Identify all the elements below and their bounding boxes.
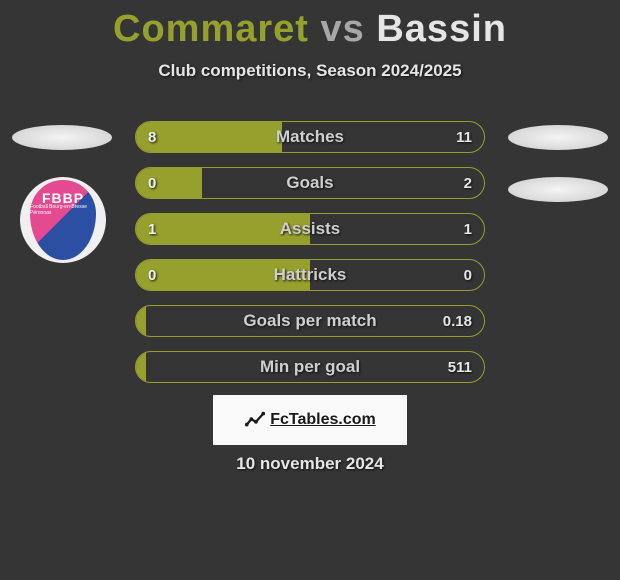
bar-row: Goals0 2 (135, 167, 485, 199)
player1-club-badge: FBBP Football Bourg-en-Bresse Péronnas (20, 177, 106, 263)
watermark-text: FcTables.com (270, 411, 376, 429)
player2-club-placeholder (508, 177, 608, 202)
comparison-bars: Matches811Goals02Assists11Hattricks00Goa… (135, 121, 485, 397)
bar-label: Goals per match (136, 306, 484, 336)
title-player1: Commaret (113, 8, 309, 50)
bar-value-left: 8 (148, 122, 156, 152)
title-vs: vs (321, 8, 365, 50)
bar-value-right: 1 (464, 214, 472, 244)
bar-row: Min per goal511 (135, 351, 485, 383)
watermark-link[interactable]: FcTables.com (213, 395, 407, 445)
bar-value-right: 2 (464, 168, 472, 198)
bar-row: Assists1 1 (135, 213, 485, 245)
bar-value-right: 511 (448, 352, 472, 382)
chart-icon (244, 409, 266, 431)
bar-row: Goals per match0.18 (135, 305, 485, 337)
bar-value-left: 0 (148, 168, 156, 198)
bar-value-right: 0 (464, 260, 472, 290)
bar-value-left: 1 (148, 214, 156, 244)
bar-value-left: 0 (148, 260, 156, 290)
bar-value-right: 0.18 (443, 306, 472, 336)
page-title: Commaret vs Bassin (0, 0, 620, 51)
bar-value-right: 11 (456, 122, 472, 152)
bar-row: Hattricks0 0 (135, 259, 485, 291)
bar-row: Matches8 11 (135, 121, 485, 153)
bar-label: Hattricks (136, 260, 484, 290)
bar-label: Matches (136, 122, 484, 152)
player1-avatar-placeholder (12, 125, 112, 150)
player2-avatar-placeholder (508, 125, 608, 150)
bar-label: Min per goal (136, 352, 484, 382)
date-line: 10 november 2024 (0, 454, 620, 474)
subtitle: Club competitions, Season 2024/2025 (0, 61, 620, 81)
bar-label: Assists (136, 214, 484, 244)
club-badge-sub: Football Bourg-en-Bresse Péronnas (30, 204, 96, 216)
title-player2: Bassin (376, 8, 507, 50)
club-badge-inner: FBBP Football Bourg-en-Bresse Péronnas (30, 180, 96, 260)
bar-label: Goals (136, 168, 484, 198)
